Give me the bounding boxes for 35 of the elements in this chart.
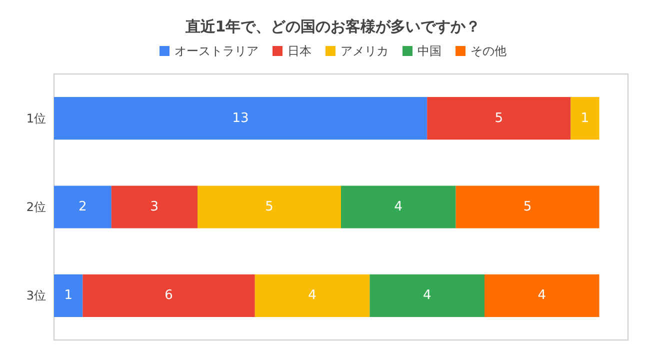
bar [54, 97, 428, 140]
bar [427, 97, 571, 140]
bar [341, 186, 456, 228]
data-label: 2 [78, 200, 87, 214]
y-tick-label: 1位 [26, 111, 46, 126]
bar [111, 186, 198, 228]
data-label: 4 [422, 288, 432, 304]
data-label: 1 [580, 110, 590, 126]
data-label: 4 [308, 288, 316, 304]
data-label: 1 [64, 288, 72, 304]
legend-label: 日本 [288, 44, 312, 58]
bar [484, 274, 600, 317]
data-label: 13 [232, 110, 249, 126]
bar [54, 186, 112, 228]
data-label: 4 [538, 288, 546, 304]
legend-label: アメリカ [340, 44, 388, 58]
data-label: 4 [394, 200, 403, 214]
bar [82, 274, 255, 317]
bar [54, 274, 83, 317]
data-label: 5 [494, 110, 503, 126]
legend-label: その他 [470, 44, 506, 58]
data-label: 5 [265, 200, 274, 214]
y-tick-label: 3位 [26, 288, 46, 303]
y-tick-label: 2位 [26, 200, 46, 214]
bar [456, 186, 600, 228]
legend-label: 中国 [418, 44, 442, 58]
data-label: 3 [150, 200, 159, 214]
bar [198, 186, 341, 228]
legend-label: オーストラリア [174, 44, 258, 58]
chart-title: 直近1年で、どの国のお客様が多いですか？ [184, 18, 481, 36]
bar [570, 97, 600, 140]
data-label: 6 [164, 288, 173, 304]
bar [254, 274, 370, 317]
data-label: 5 [523, 200, 532, 214]
bar [370, 274, 484, 317]
